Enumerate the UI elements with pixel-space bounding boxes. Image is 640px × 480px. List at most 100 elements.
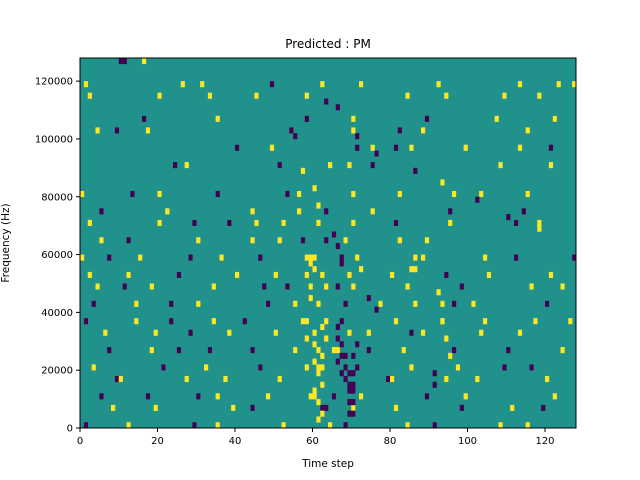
- x-tick-label: 100: [458, 436, 477, 447]
- heatmap-cell-high: [525, 190, 530, 198]
- heatmap-cell-high: [87, 271, 92, 278]
- heatmap-cell-high: [223, 375, 228, 383]
- heatmap-cell-low: [188, 254, 193, 261]
- heatmap-cell-high: [378, 300, 383, 307]
- heatmap-cell-low: [145, 393, 151, 400]
- heatmap-cell-high: [517, 329, 523, 336]
- heatmap-cell-high: [304, 318, 309, 325]
- heatmap-cell-low: [343, 422, 348, 429]
- heatmap-cell-high: [219, 254, 224, 261]
- heatmap-cell-high: [126, 422, 131, 429]
- heatmap-cell-low: [277, 162, 282, 169]
- heatmap-cell-high: [444, 92, 449, 99]
- heatmap-cell-low: [548, 144, 554, 151]
- heatmap-cell-high: [475, 375, 480, 383]
- heatmap-cell-high: [312, 358, 317, 365]
- heatmap-cell-high: [471, 300, 476, 307]
- heatmap-cell-low: [459, 404, 464, 411]
- heatmap-cell-high: [355, 254, 360, 261]
- heatmap-cell-low: [393, 219, 399, 226]
- heatmap-cell-low: [250, 404, 255, 411]
- heatmap-cell-low: [176, 271, 182, 278]
- heatmap-cell-high: [145, 127, 151, 134]
- heatmap-cell-high: [510, 404, 515, 411]
- heatmap-cell-high: [390, 375, 395, 383]
- heatmap-cell-high: [517, 81, 523, 88]
- heatmap-cell-low: [339, 318, 344, 325]
- heatmap-cell-high: [328, 162, 333, 169]
- heatmap-cell-high: [359, 393, 364, 400]
- heatmap-cell-high: [359, 81, 364, 88]
- heatmap-cell-high: [316, 347, 321, 354]
- heatmap-cell-low: [432, 381, 437, 388]
- heatmap-cell-high: [118, 375, 123, 383]
- heatmap-cell-high: [409, 266, 414, 273]
- heatmap-cell-low: [541, 404, 546, 411]
- heatmap-cell-high: [343, 237, 348, 244]
- heatmap-cell-high: [149, 283, 154, 290]
- y-tick-label: 60000: [41, 250, 73, 261]
- x-tick-label: 40: [229, 436, 242, 447]
- heatmap-cell-high: [231, 404, 236, 411]
- x-tick-label: 120: [535, 436, 554, 447]
- heatmap-cell-low: [293, 133, 298, 140]
- heatmap-cell-low: [521, 208, 526, 215]
- heatmap-cell-low: [142, 115, 147, 122]
- heatmap-cell-low: [169, 318, 174, 325]
- heatmap-cell-high: [405, 92, 410, 99]
- heatmap-cell-low: [285, 283, 290, 290]
- heatmap-cell-low: [432, 422, 437, 429]
- heatmap-cell-high: [297, 208, 302, 215]
- heatmap-cell-high: [308, 393, 313, 400]
- heatmap-cell-low: [335, 358, 340, 365]
- heatmap-cell-high: [103, 329, 108, 336]
- x-tick-label: 80: [384, 436, 397, 447]
- heatmap-cell-low: [339, 341, 344, 348]
- heatmap-cell-low: [366, 295, 371, 302]
- heatmap-cell-low: [188, 329, 193, 336]
- heatmap-cell-high: [335, 347, 340, 354]
- heatmap-cell-low: [130, 190, 135, 198]
- heatmap-cell-high: [91, 364, 96, 371]
- heatmap-cell-low: [343, 375, 348, 383]
- heatmap-cell-high: [347, 162, 352, 169]
- heatmap-cell-high: [207, 92, 213, 99]
- heatmap-cell-low: [432, 370, 437, 377]
- heatmap-cell-high: [250, 237, 255, 244]
- heatmap-cell-low: [207, 347, 213, 354]
- heatmap-cell-low: [107, 254, 112, 261]
- heatmap-cell-high: [320, 271, 325, 278]
- heatmap-cell-high: [351, 283, 356, 290]
- heatmap-cell-high: [502, 92, 507, 99]
- heatmap-cell-high: [370, 208, 375, 215]
- heatmap-cell-low: [262, 283, 267, 290]
- heatmap-cell-low: [335, 104, 340, 111]
- heatmap-cell-high: [269, 144, 275, 151]
- heatmap-cell-high: [184, 375, 189, 383]
- heatmap-cell-high: [312, 266, 317, 273]
- x-tick-label: 20: [151, 436, 164, 447]
- heatmap-cell-high: [525, 422, 530, 429]
- y-tick-label: 0: [67, 424, 73, 435]
- heatmap-cell-low: [452, 300, 457, 307]
- heatmap-cell-low: [324, 237, 329, 244]
- heatmap-cell-high: [157, 92, 162, 99]
- plot-area: [79, 57, 577, 429]
- heatmap-cell-high: [215, 393, 220, 400]
- heatmap-cell-high: [254, 92, 259, 99]
- heatmap-cell-low: [285, 190, 290, 198]
- heatmap-cell-low: [83, 318, 89, 325]
- heatmap-cell-high: [463, 393, 468, 400]
- x-tick-label: 0: [77, 436, 83, 447]
- heatmap-cell-high: [517, 144, 523, 151]
- heatmap-cell-high: [351, 404, 356, 411]
- heatmap-cell-high: [483, 318, 488, 325]
- heatmap-cell-low: [192, 422, 197, 429]
- heatmap-cell-high: [87, 219, 92, 226]
- heatmap-cell-high: [448, 219, 453, 226]
- heatmap-cells: [80, 58, 577, 429]
- heatmap-cell-high: [281, 422, 286, 429]
- heatmap-cell-high: [498, 162, 503, 169]
- heatmap-cell-high: [138, 254, 143, 261]
